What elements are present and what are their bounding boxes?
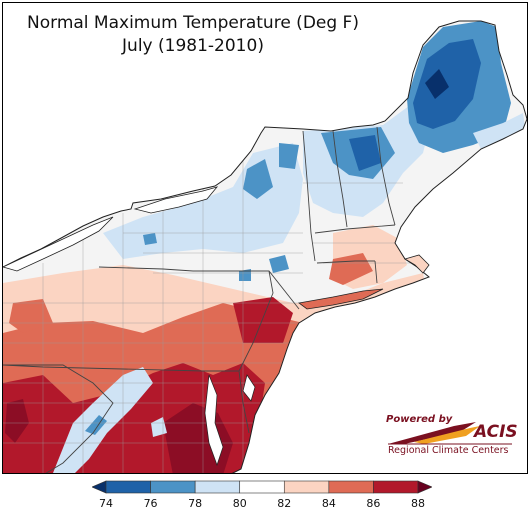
legend-bin-74-76 bbox=[105, 480, 151, 494]
county-boundaries bbox=[3, 153, 413, 473]
legend-bin-86-88 bbox=[373, 480, 419, 494]
legend-tick-label: 88 bbox=[411, 497, 425, 510]
logo-powered-by: Powered by bbox=[386, 414, 453, 425]
ny-pa-border bbox=[98, 266, 300, 310]
color-legend: 74 76 78 80 82 84 86 88 bbox=[92, 480, 432, 510]
legend-tick-label: 86 bbox=[366, 497, 381, 510]
zone-76-78-ny-north bbox=[279, 143, 299, 169]
delaware-bay bbox=[242, 374, 256, 402]
acis-logo: Powered by ACIS Regional Climate Centers bbox=[384, 414, 518, 460]
ny-vt-border bbox=[302, 130, 316, 262]
long-island bbox=[298, 288, 384, 310]
zone-76-78-catskill bbox=[269, 255, 289, 273]
wv-border bbox=[3, 364, 114, 473]
legend-bin-76-78 bbox=[150, 480, 196, 494]
ct-ma-border bbox=[316, 260, 375, 264]
map-frame: Normal Maximum Temperature (Deg F) July … bbox=[2, 2, 528, 474]
coastline bbox=[3, 20, 527, 473]
pa-md-border bbox=[3, 364, 239, 372]
legend-tick-label: 74 bbox=[99, 497, 113, 510]
legend-bin-lt74 bbox=[92, 480, 107, 494]
pa-nj-border bbox=[238, 270, 274, 372]
legend-bin-84-86 bbox=[328, 480, 374, 494]
lake-ontario bbox=[133, 186, 219, 214]
logo-acis: ACIS bbox=[474, 422, 518, 442]
nh-me-border bbox=[376, 126, 396, 226]
state-boundaries bbox=[3, 126, 396, 473]
vt-nh-border bbox=[332, 130, 348, 228]
acis-logo-mark bbox=[388, 422, 512, 445]
legend-bin-78-80 bbox=[194, 480, 241, 494]
logo-subtitle: Regional Climate Centers bbox=[388, 445, 509, 456]
zone-over-88-west bbox=[5, 399, 29, 443]
zone-76-78-c bbox=[239, 269, 251, 281]
zone-76-78-adirondack bbox=[243, 159, 273, 199]
ma-north-border bbox=[314, 224, 396, 234]
md-de-border bbox=[238, 370, 250, 434]
zone-78-80-maine-coast bbox=[473, 113, 525, 149]
legend-tick-label: 80 bbox=[232, 497, 247, 510]
temperature-map bbox=[3, 20, 527, 473]
lake-erie bbox=[3, 216, 114, 272]
cape-cod bbox=[404, 254, 430, 274]
legend-bin-gt88 bbox=[417, 480, 432, 494]
legend-tick-label: 82 bbox=[277, 497, 292, 510]
chesapeake-bay bbox=[204, 374, 224, 467]
zone-under-74-maine bbox=[425, 69, 449, 99]
ri-border bbox=[374, 260, 378, 284]
legend-tick-label: 78 bbox=[188, 497, 203, 510]
legend-tick-label: 84 bbox=[321, 497, 336, 510]
zone-76-78-finger bbox=[143, 233, 157, 245]
map-subtitle: July (1981-2010) bbox=[122, 36, 264, 56]
map-title: Normal Maximum Temperature (Deg F) bbox=[27, 13, 359, 33]
legend-bin-80-82 bbox=[239, 480, 285, 494]
legend-colorbar bbox=[92, 480, 432, 494]
zone-74-76-ne bbox=[349, 135, 381, 171]
legend-bin-82-84 bbox=[283, 480, 330, 494]
legend-tick-label: 76 bbox=[143, 497, 158, 510]
zone-84-86-phila bbox=[233, 297, 293, 343]
zone-84-86-pitt bbox=[9, 299, 53, 333]
